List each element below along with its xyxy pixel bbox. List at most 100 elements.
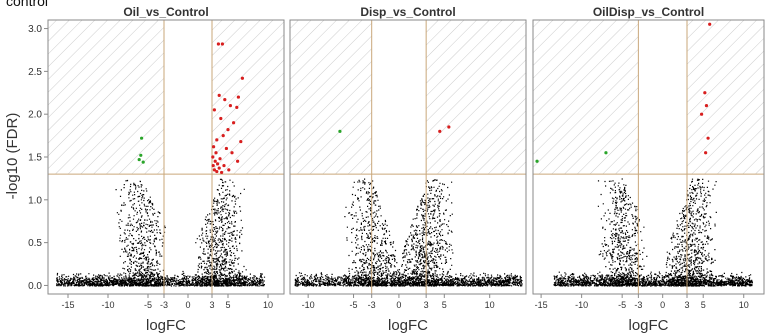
up-gene-point-3 xyxy=(699,112,704,116)
up-gene-point-2 xyxy=(704,104,709,108)
x-tick-label: 10 xyxy=(485,300,495,310)
y-tick-label: 0.0 xyxy=(28,281,42,292)
up-gene-point-24 xyxy=(211,163,215,168)
x-axis-label: logFC xyxy=(628,317,668,334)
up-gene-point-17 xyxy=(214,151,218,155)
y-tick-label: 0.5 xyxy=(28,238,42,249)
up-gene-point-5 xyxy=(236,95,240,99)
up-gene-point-3 xyxy=(217,93,221,97)
x-tick-label: 5 xyxy=(225,300,230,310)
panels: Oil_vs_Control -15 -10 -5 -3 0 3 5 10 logFC 0.0 0.5… xyxy=(28,5,765,334)
down-gene-point-2 xyxy=(338,129,342,133)
y-tick-label: 1.5 xyxy=(28,153,42,164)
up-gene-point-9 xyxy=(219,116,223,121)
up-gene-point-0 xyxy=(216,42,220,46)
volcano-panel-1: Oil_vs_Control -15 -10 -5 -3 0 3 5 10 logFC 0.0 0.5… xyxy=(28,5,285,334)
hatch-region-right xyxy=(687,20,764,175)
up-gene-point-8 xyxy=(212,108,216,112)
x-axis-label: logFC xyxy=(388,317,428,334)
hatch-region-right xyxy=(426,20,526,175)
up-gene-point-19 xyxy=(211,155,215,159)
background-genes xyxy=(294,178,523,287)
up-gene-point-10 xyxy=(232,121,236,125)
x-tick-label: -10 xyxy=(575,300,588,310)
hatch-region-left xyxy=(533,20,639,175)
x-tick-label: -15 xyxy=(535,300,548,310)
up-gene-point-13 xyxy=(215,138,219,142)
up-gene-point-30 xyxy=(220,170,224,175)
up-gene-point-21 xyxy=(213,159,217,163)
up-gene-point-1 xyxy=(703,91,707,95)
hatch-region-right xyxy=(212,20,284,175)
y-tick-label: 3.0 xyxy=(28,24,42,35)
down-gene-point-33 xyxy=(137,157,141,162)
volcano-panel-3: OilDisp_vs_Control -15 -10 -5 -3 0 3 5 10 logFC xyxy=(532,5,765,334)
x-tick-label: 5 xyxy=(701,300,706,310)
x-tick-label: -5 xyxy=(144,300,152,310)
x-tick-label: -5 xyxy=(350,300,358,310)
x-tick-label: 0 xyxy=(185,300,190,310)
header-fragment: control xyxy=(6,0,49,9)
up-gene-point-14 xyxy=(239,139,243,144)
background-genes xyxy=(56,178,266,287)
up-gene-point-26 xyxy=(217,166,221,170)
up-gene-point-22 xyxy=(236,159,240,163)
x-tick-label: 3 xyxy=(209,300,214,310)
x-tick-label: -3 xyxy=(634,300,642,310)
panel-title: OilDisp_vs_Control xyxy=(593,5,704,19)
up-gene-point-27 xyxy=(212,168,216,172)
x-tick-label: -15 xyxy=(61,300,74,310)
volcano-panel-2: Disp_vs_Control -10 -5 -3 0 3 5 10 logFC xyxy=(289,5,527,334)
y-tick-label: 2.0 xyxy=(28,110,42,121)
up-gene-point-7 xyxy=(235,105,239,109)
x-tick-label: -3 xyxy=(368,300,376,310)
x-tick-label: 0 xyxy=(660,300,665,310)
x-tick-label: 0 xyxy=(396,300,401,310)
up-gene-point-23 xyxy=(216,162,220,166)
hatch-region-left xyxy=(290,20,372,175)
y-tick-label: 1.0 xyxy=(28,195,42,206)
up-gene-point-12 xyxy=(221,133,225,138)
x-tick-label: 5 xyxy=(442,300,447,310)
x-tick-label: -10 xyxy=(101,300,114,310)
panel-title: Oil_vs_Control xyxy=(123,5,208,19)
up-gene-point-11 xyxy=(226,128,230,132)
up-gene-point-16 xyxy=(224,146,228,151)
panel-frame xyxy=(289,19,527,295)
x-tick-label: 10 xyxy=(263,300,273,310)
up-gene-point-0 xyxy=(708,22,712,26)
up-gene-point-0 xyxy=(447,125,451,129)
up-gene-point-6 xyxy=(228,104,232,108)
down-gene-point-7 xyxy=(604,151,608,155)
down-gene-point-6 xyxy=(535,159,539,163)
x-tick-label: 3 xyxy=(684,300,689,310)
x-axis-label: logFC xyxy=(146,317,186,334)
up-gene-point-15 xyxy=(212,145,216,149)
down-gene-point-34 xyxy=(141,160,145,164)
y-tick-label: 2.5 xyxy=(28,67,42,78)
hatch-region-left xyxy=(48,20,164,175)
x-tick-label: 10 xyxy=(739,300,749,310)
up-gene-point-25 xyxy=(222,163,226,168)
up-gene-point-28 xyxy=(227,168,231,172)
x-tick-label: 3 xyxy=(424,300,429,310)
background-genes xyxy=(553,178,753,287)
down-gene-point-32 xyxy=(139,153,143,157)
up-gene-point-4 xyxy=(706,136,710,140)
up-gene-point-1 xyxy=(438,129,442,133)
up-gene-point-20 xyxy=(218,157,222,161)
up-gene-point-18 xyxy=(230,151,234,155)
up-gene-point-5 xyxy=(704,151,708,155)
x-tick-label: -5 xyxy=(618,300,626,310)
x-tick-label: -10 xyxy=(302,300,315,310)
up-gene-point-1 xyxy=(220,42,224,46)
y-axis-label: -log10 (FDR) xyxy=(4,113,21,200)
down-gene-point-31 xyxy=(140,136,144,140)
up-gene-point-4 xyxy=(223,98,227,102)
up-gene-point-2 xyxy=(240,76,244,80)
up-gene-point-29 xyxy=(215,169,219,174)
panel-title: Disp_vs_Control xyxy=(360,5,455,19)
x-tick-label: -3 xyxy=(160,300,168,310)
panel-frame xyxy=(532,19,765,295)
